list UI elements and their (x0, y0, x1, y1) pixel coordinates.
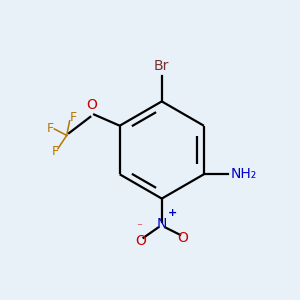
Text: NH₂: NH₂ (231, 167, 257, 181)
Text: O: O (178, 231, 188, 245)
Text: O: O (135, 234, 146, 248)
Text: +: + (168, 208, 178, 218)
Text: ⁻: ⁻ (136, 222, 142, 232)
Text: Br: Br (154, 59, 170, 74)
Text: F: F (51, 145, 58, 158)
Text: O: O (86, 98, 97, 112)
Text: F: F (47, 122, 54, 135)
Text: N: N (157, 218, 167, 232)
Text: F: F (70, 111, 77, 124)
